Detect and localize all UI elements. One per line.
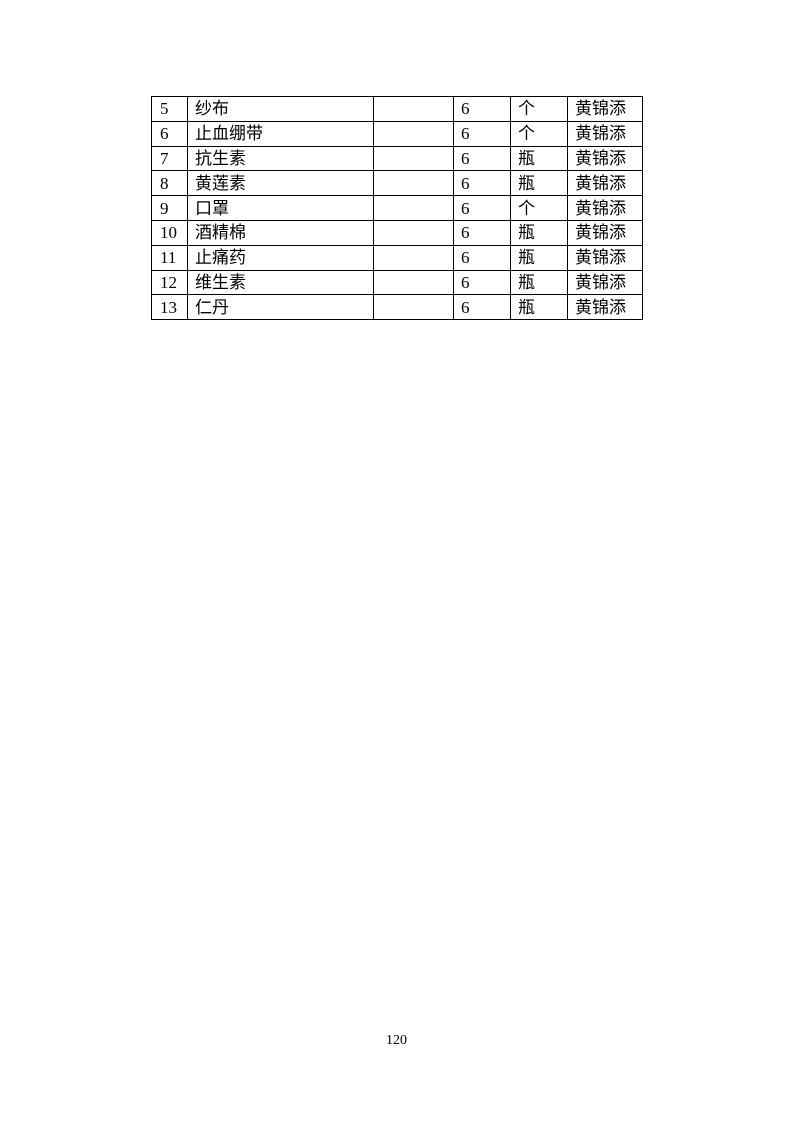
- cell-no: 5: [151, 96, 188, 122]
- cell-name: 黄莲素: [187, 170, 374, 197]
- cell-unit: 个: [510, 120, 568, 147]
- cell-person: 黄锦添: [567, 120, 643, 147]
- cell-person: 黄锦添: [567, 195, 643, 221]
- cell-qty: 6: [453, 269, 511, 296]
- cell-no: 11: [151, 244, 188, 271]
- cell-person: 黄锦添: [567, 219, 643, 246]
- cell-no: 10: [151, 219, 188, 246]
- cell-no: 12: [151, 269, 188, 296]
- cell-person: 黄锦添: [567, 96, 643, 122]
- table-row: 13 仁丹 6 瓶黄锦添: [151, 294, 643, 321]
- page-number: 120: [386, 1033, 407, 1048]
- cell-no: 13: [151, 294, 188, 321]
- cell-name: 口罩: [187, 195, 374, 221]
- cell-spec: [373, 219, 454, 246]
- cell-name: 止痛药: [187, 244, 374, 271]
- cell-qty: 6: [453, 96, 511, 122]
- cell-name: 酒精棉: [187, 219, 374, 246]
- cell-unit: 瓶: [510, 219, 568, 246]
- cell-unit: 瓶: [510, 170, 568, 197]
- cell-name: 止血绷带: [187, 120, 374, 147]
- table-row: 6 止血绷带 6 个黄锦添: [151, 120, 643, 147]
- cell-unit: 瓶: [510, 244, 568, 271]
- table-row: 12 维生素 6 瓶黄锦添: [151, 269, 643, 296]
- table-row: 10 酒精棉 6 瓶黄锦添: [151, 219, 643, 246]
- table-row: 9 口罩 6 个黄锦添: [151, 195, 643, 221]
- table-row: 7 抗生素 6 瓶黄锦添: [151, 145, 643, 172]
- cell-unit: 瓶: [510, 269, 568, 296]
- cell-qty: 6: [453, 120, 511, 147]
- cell-unit: 瓶: [510, 294, 568, 321]
- cell-person: 黄锦添: [567, 294, 643, 321]
- cell-qty: 6: [453, 195, 511, 221]
- table-row: 8 黄莲素 6 瓶黄锦添: [151, 170, 643, 197]
- table-row: 5 纱布 6 个黄锦添: [151, 96, 643, 122]
- cell-person: 黄锦添: [567, 170, 643, 197]
- cell-qty: 6: [453, 244, 511, 271]
- cell-spec: [373, 145, 454, 172]
- cell-name: 仁丹: [187, 294, 374, 321]
- cell-spec: [373, 120, 454, 147]
- cell-spec: [373, 244, 454, 271]
- cell-spec: [373, 96, 454, 122]
- cell-person: 黄锦添: [567, 269, 643, 296]
- cell-qty: 6: [453, 170, 511, 197]
- cell-no: 9: [151, 195, 188, 221]
- cell-no: 7: [151, 145, 188, 172]
- cell-spec: [373, 294, 454, 321]
- supplies-table: 5 纱布 6 个黄锦添 6 止血绷带 6 个黄锦添 7 抗生素 6 瓶黄锦添 8 黄莲素 6 瓶黄锦添 9 口罩 6…: [151, 96, 643, 321]
- cell-spec: [373, 170, 454, 197]
- cell-unit: 瓶: [510, 145, 568, 172]
- cell-qty: 6: [453, 294, 511, 321]
- cell-name: 维生素: [187, 269, 374, 296]
- cell-no: 6: [151, 120, 188, 147]
- cell-spec: [373, 195, 454, 221]
- cell-no: 8: [151, 170, 188, 197]
- table-row: 11 止痛药 6 瓶黄锦添: [151, 244, 643, 271]
- cell-qty: 6: [453, 145, 511, 172]
- cell-name: 纱布: [187, 96, 374, 122]
- cell-spec: [373, 269, 454, 296]
- cell-person: 黄锦添: [567, 244, 643, 271]
- cell-name: 抗生素: [187, 145, 374, 172]
- cell-unit: 个: [510, 195, 568, 221]
- cell-person: 黄锦添: [567, 145, 643, 172]
- cell-unit: 个: [510, 96, 568, 122]
- cell-qty: 6: [453, 219, 511, 246]
